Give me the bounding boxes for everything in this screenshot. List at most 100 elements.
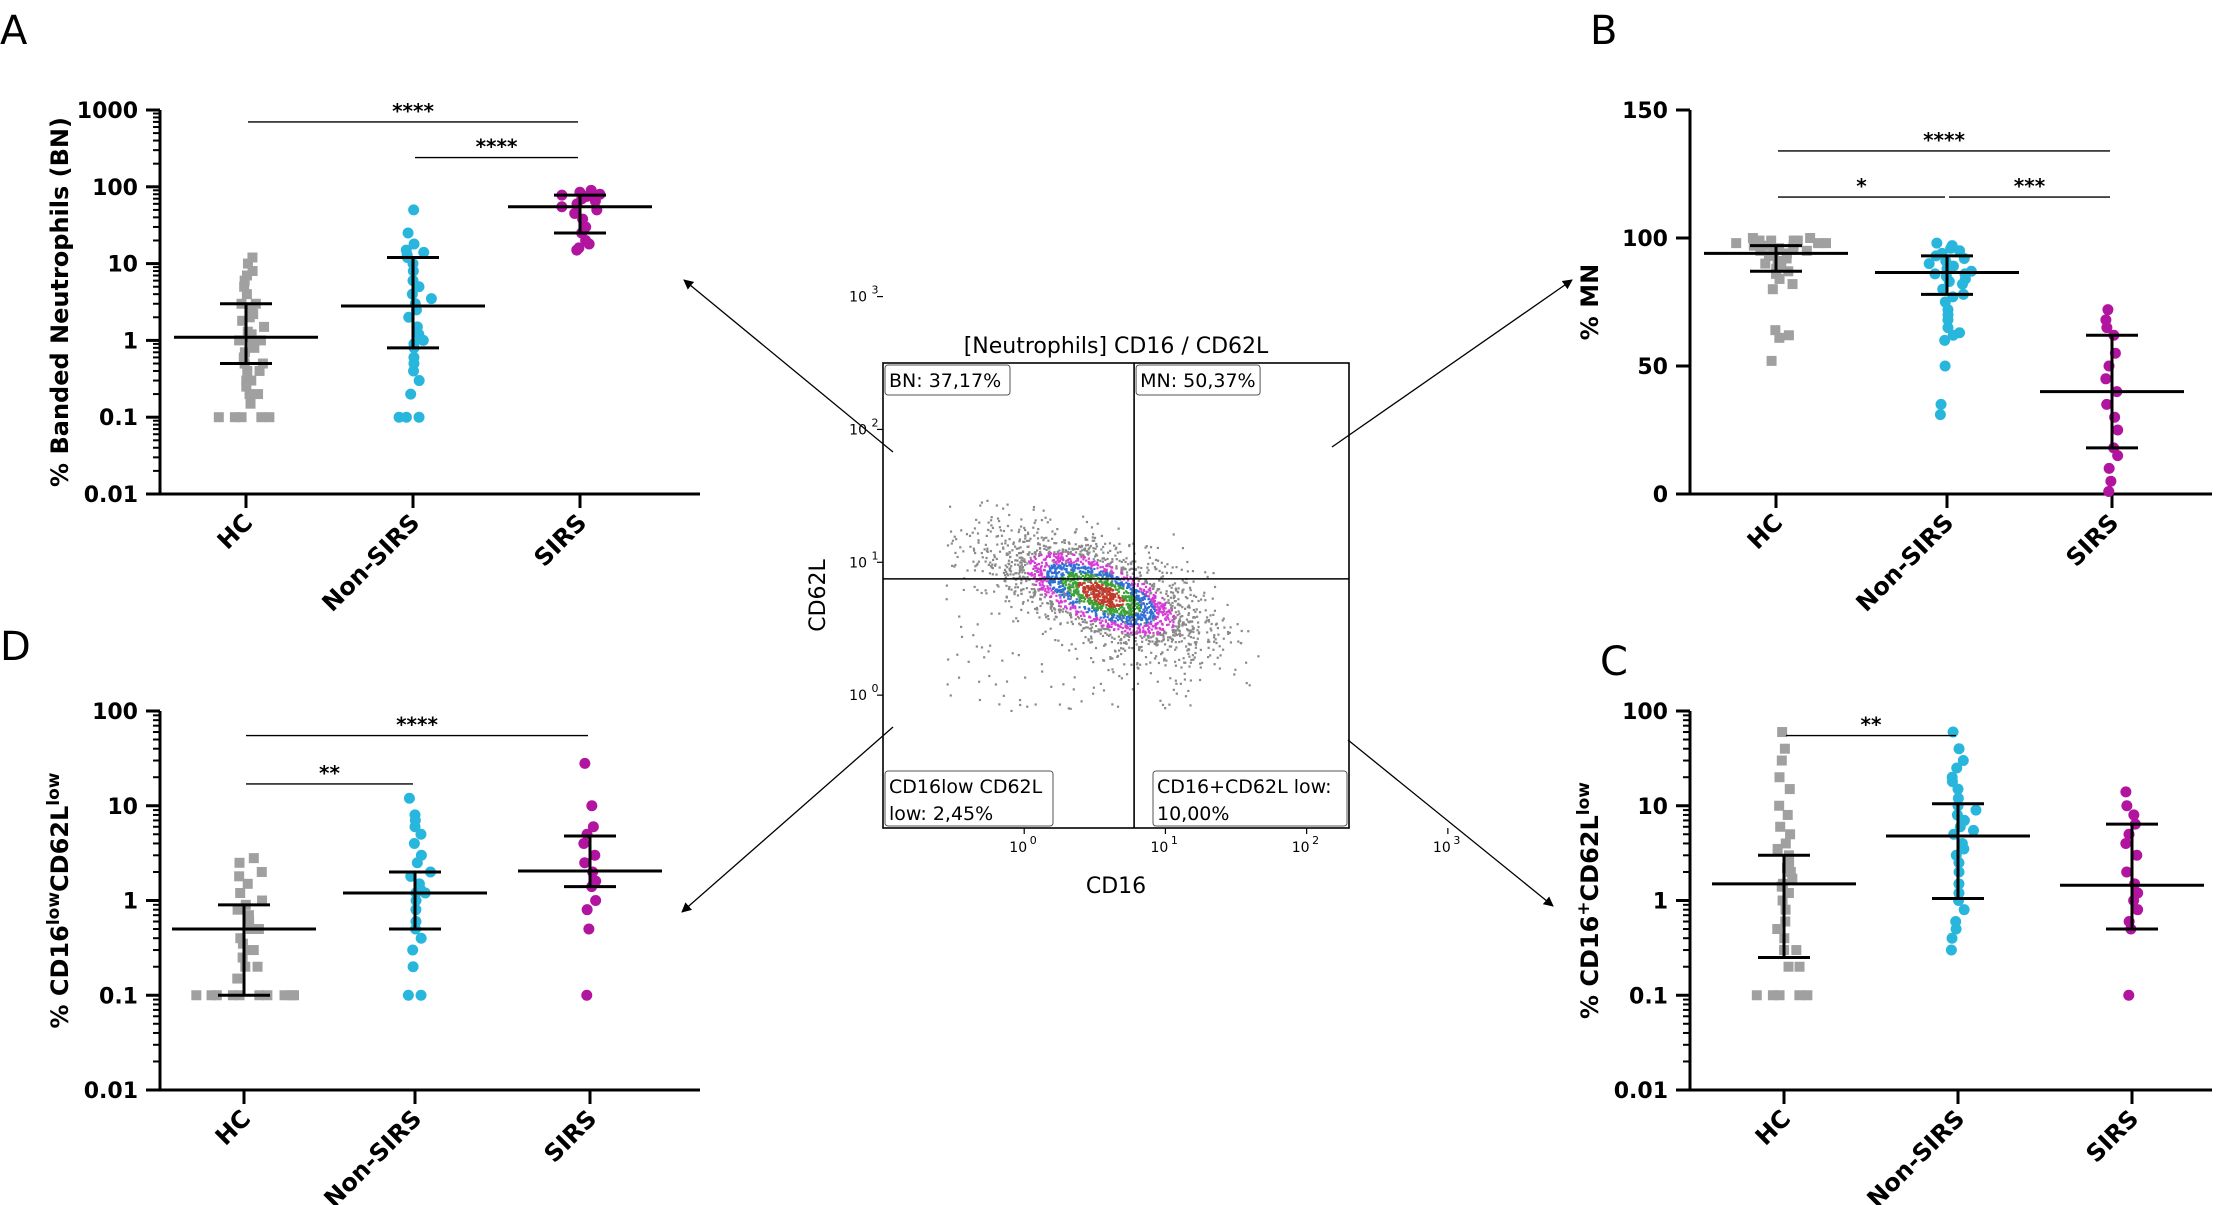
event-dot	[1174, 599, 1177, 603]
event-dot	[1111, 572, 1114, 575]
event-dot	[1170, 586, 1173, 589]
event-dot	[1239, 642, 1242, 645]
significance-label: ****	[396, 713, 438, 737]
event-dot	[1038, 552, 1041, 556]
data-point	[1776, 755, 1787, 766]
event-dot	[1068, 564, 1071, 567]
event-dot	[1130, 593, 1133, 596]
event-dot	[1114, 588, 1118, 591]
event-dot	[1111, 618, 1114, 621]
event-dot	[1129, 625, 1132, 628]
data-point	[2105, 475, 2117, 487]
event-dot	[1049, 607, 1053, 610]
event-dot	[1107, 628, 1110, 631]
event-dot	[1126, 586, 1129, 590]
event-dot	[1208, 640, 1211, 643]
event-dot	[1176, 613, 1179, 617]
event-dot	[1156, 589, 1159, 592]
event-dot	[1082, 582, 1085, 585]
event-dot	[1167, 599, 1170, 602]
event-dot	[1175, 682, 1178, 685]
event-dot	[1144, 614, 1147, 617]
event-dot	[1095, 630, 1098, 633]
event-dot	[1174, 616, 1177, 619]
event-dot	[1010, 709, 1013, 713]
data-point	[256, 412, 267, 423]
event-dot	[1129, 619, 1132, 622]
y-tick-label: 10	[849, 688, 867, 704]
event-dot	[1047, 565, 1051, 568]
event-dot	[1181, 606, 1184, 609]
event-dot	[1038, 543, 1041, 546]
event-dot	[1173, 618, 1176, 621]
event-dot	[1114, 548, 1117, 551]
data-point	[1947, 726, 1959, 738]
event-dot	[1049, 627, 1052, 630]
event-dot	[1120, 677, 1124, 680]
event-dot	[1064, 599, 1067, 602]
event-dot	[1151, 587, 1155, 591]
event-dot	[1004, 600, 1007, 603]
event-dot	[1087, 580, 1090, 583]
data-point	[1958, 904, 1970, 916]
event-dot	[1065, 583, 1068, 587]
event-dot	[1008, 585, 1011, 589]
event-dot	[1106, 584, 1109, 587]
event-dot	[1032, 591, 1035, 594]
event-dot	[1056, 589, 1060, 592]
event-dot	[1178, 658, 1181, 661]
event-dot	[1125, 581, 1128, 584]
event-dot	[1146, 606, 1149, 610]
event-dot	[1125, 618, 1128, 621]
event-dot	[1160, 640, 1163, 643]
event-dot	[1067, 586, 1070, 589]
event-dot	[1210, 629, 1213, 632]
data-point	[279, 990, 290, 1001]
x-tick-label: HC	[212, 508, 258, 554]
event-dot	[986, 550, 989, 553]
event-dot	[978, 680, 981, 683]
event-dot	[1200, 598, 1203, 601]
event-dot	[1110, 620, 1113, 623]
event-dot	[1168, 584, 1171, 587]
event-dot	[1069, 580, 1072, 583]
event-dot	[1176, 603, 1179, 606]
event-dot	[1140, 601, 1143, 604]
event-dot	[1226, 630, 1230, 634]
y-label-superscript: low	[44, 892, 64, 926]
event-dot	[1119, 647, 1123, 650]
event-dot	[1023, 526, 1026, 530]
event-dot	[1164, 618, 1167, 622]
event-dot	[1007, 562, 1010, 565]
data-point	[405, 388, 417, 400]
y-axis-label: % MN	[1576, 264, 1604, 340]
event-dot	[1087, 557, 1090, 560]
event-dot	[1020, 608, 1023, 612]
data-point	[1772, 924, 1783, 935]
event-dot	[1109, 597, 1112, 600]
event-dot	[1103, 590, 1107, 593]
event-dot	[1015, 583, 1018, 586]
event-dot	[1103, 572, 1107, 575]
data-point	[2123, 989, 2135, 1001]
event-dot	[1142, 608, 1145, 611]
event-dot	[1090, 601, 1093, 604]
event-dot	[1106, 587, 1110, 590]
event-dot	[1106, 562, 1110, 566]
event-dot	[1033, 587, 1036, 591]
event-dot	[1022, 588, 1025, 591]
event-dot	[1046, 614, 1050, 618]
event-dot	[1049, 569, 1052, 572]
event-dot	[1082, 641, 1085, 645]
event-dot	[1188, 632, 1191, 635]
event-dot	[1029, 573, 1033, 576]
event-dot	[1143, 630, 1146, 633]
data-point	[2112, 424, 2124, 436]
event-dot	[1058, 703, 1061, 706]
event-dot	[1162, 638, 1165, 642]
event-dot	[1151, 562, 1154, 565]
event-dot	[1139, 617, 1142, 621]
event-dot	[1029, 595, 1032, 598]
event-dot	[1079, 554, 1082, 557]
event-dot	[1194, 643, 1198, 646]
